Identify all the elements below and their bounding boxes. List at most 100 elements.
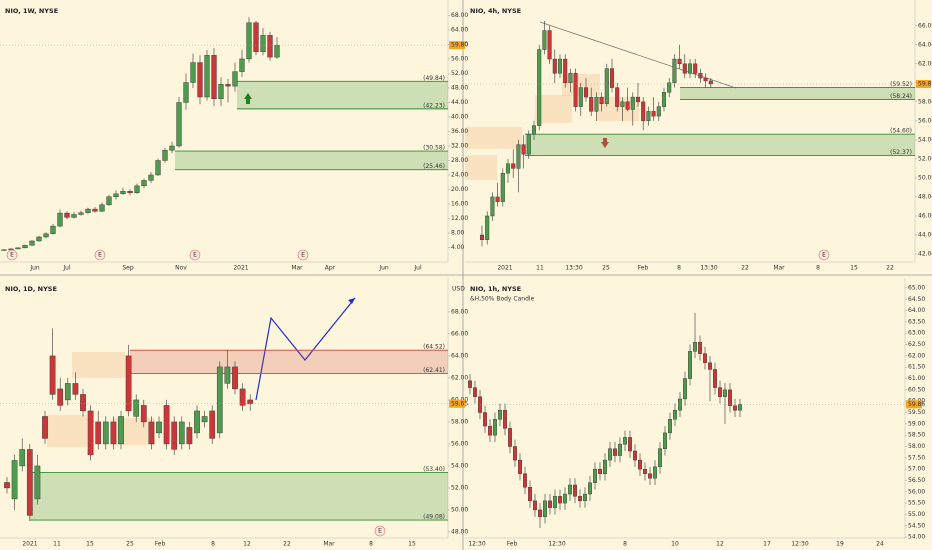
x-tick-label: 12:30: [468, 541, 485, 548]
y-tick-label: 36.00: [451, 128, 468, 135]
zone: [525, 134, 915, 156]
candle-body: [34, 465, 41, 500]
candle-body: [511, 163, 516, 169]
x-tick-label: 12:30: [548, 541, 565, 548]
candle-body: [628, 437, 632, 452]
y-tick-label: 42.00: [918, 251, 932, 258]
y-tick-label: 56.00: [451, 440, 468, 447]
candle-body: [162, 150, 168, 161]
earnings-label: E: [10, 252, 14, 259]
candle-body: [224, 366, 231, 384]
candle-body: [493, 419, 497, 436]
candle-body: [635, 96, 641, 103]
candle-body: [677, 58, 682, 65]
candle-body: [528, 487, 532, 502]
y-tick-label: 52.00: [451, 70, 468, 77]
candle-body: [693, 63, 698, 74]
y-tick-label: 50.00: [918, 174, 932, 181]
candle-body: [92, 208, 98, 212]
down-arrow: [601, 138, 609, 148]
y-tick-label: 44.00: [451, 99, 468, 106]
candle-body: [633, 450, 637, 461]
candle-body: [127, 191, 133, 193]
earnings-label: E: [193, 252, 197, 259]
candle-body: [531, 125, 537, 135]
range-box: [465, 155, 497, 180]
candle-body: [490, 196, 495, 217]
candle-body: [548, 500, 552, 508]
candle-body: [738, 404, 742, 411]
candle-body: [239, 388, 246, 406]
candle-body: [225, 84, 231, 87]
candle-body: [698, 342, 702, 354]
y-tick-label: 58.00: [908, 443, 925, 450]
candle-body: [22, 245, 28, 249]
zone-label: (54.60): [890, 128, 912, 135]
candle-body: [609, 68, 615, 88]
x-tick-label: 12:30: [791, 541, 808, 548]
candle-body: [274, 44, 280, 58]
x-tick-label: Jul: [62, 265, 71, 272]
x-tick-label: 2021: [22, 541, 37, 548]
earnings-label: E: [822, 252, 826, 259]
y-tick-label: 63.00: [908, 330, 925, 337]
candle-body: [703, 77, 708, 82]
candle-body: [148, 174, 154, 181]
candle-body: [563, 58, 568, 84]
x-tick-label: 12: [243, 541, 251, 548]
candle-body: [513, 446, 517, 461]
candle-body: [594, 96, 599, 112]
candle-body: [543, 500, 547, 517]
candle-body: [573, 73, 578, 107]
candle-body: [4, 482, 10, 489]
candle-body: [239, 58, 245, 72]
x-tick-label: 17: [763, 541, 771, 548]
candle-body: [672, 58, 677, 84]
candle-body: [50, 225, 56, 234]
candle-body: [125, 355, 132, 412]
panel-title: NIO, 1h, NYSE: [470, 285, 521, 293]
y-tick-label: 57.00: [908, 466, 925, 473]
y-tick-label: 56.00: [451, 55, 468, 62]
x-tick-label: 13:30: [565, 265, 582, 272]
candle-body: [533, 500, 537, 511]
candle-body: [593, 468, 597, 483]
panel-title: NIO, 1D, NYSE: [5, 285, 57, 293]
range-box: [72, 352, 125, 378]
trendline: [539, 21, 737, 89]
x-tick-label: Mar: [291, 265, 303, 272]
candle-body: [80, 394, 86, 412]
y-tick-label: 59.50: [908, 409, 925, 416]
candle-body: [620, 101, 625, 107]
candle-body: [599, 96, 604, 104]
y-tick-label: 63.50: [908, 318, 925, 325]
y-tick-label: 60.50: [908, 386, 925, 393]
up-arrow: [244, 93, 252, 104]
y-tick-label: 52.00: [451, 484, 468, 491]
candle-body: [658, 448, 662, 468]
candle-body: [71, 214, 77, 218]
candle-body: [558, 496, 562, 504]
candle-body: [140, 405, 147, 423]
range-box: [47, 415, 87, 447]
candle-body: [15, 247, 21, 250]
x-tick-label: 15: [86, 541, 94, 548]
y-tick-label: 56.00: [918, 117, 932, 124]
earnings-marker: [6, 249, 18, 261]
x-tick-label: 22: [886, 265, 894, 272]
y-tick-label: 54.00: [908, 534, 925, 541]
candle-body: [19, 449, 26, 467]
zone-label: (58.24): [890, 93, 912, 100]
candle-body: [134, 185, 140, 193]
candle-body: [553, 496, 557, 508]
candle-body: [169, 145, 175, 151]
candle-body: [688, 351, 692, 379]
candle-body: [64, 212, 70, 218]
candle-body: [201, 416, 208, 423]
y-tick-label: 68.00: [451, 308, 468, 315]
candle-body: [663, 432, 667, 449]
candle-body: [178, 421, 185, 445]
candle-body: [246, 22, 252, 60]
zone-label: (49.84): [423, 75, 445, 82]
earnings-marker: [94, 249, 106, 261]
